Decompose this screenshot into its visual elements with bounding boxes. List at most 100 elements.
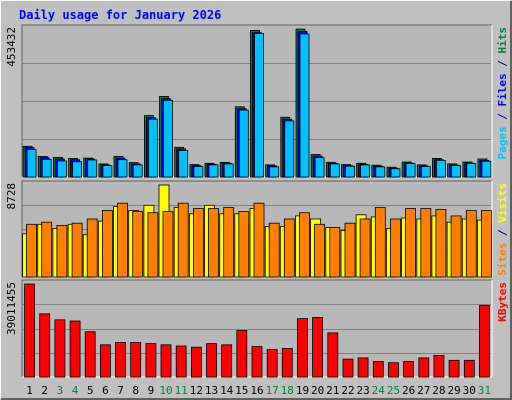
legend-part: Files — [496, 73, 509, 106]
panel-pages-files-hits: 453432 Pages / Files / Hits — [5, 24, 509, 178]
day-label: 15 — [235, 384, 248, 397]
bar-sites — [253, 202, 265, 278]
y-max-label: 8728 — [5, 183, 18, 210]
bar-sites — [405, 208, 417, 278]
bar-pages — [299, 33, 310, 178]
bar-sites — [359, 218, 371, 278]
series-sites — [26, 202, 492, 278]
bar-kbytes — [448, 359, 460, 378]
bar-pages — [345, 165, 355, 178]
bar-pages — [208, 164, 219, 178]
bar-kbytes — [160, 344, 172, 378]
bar-sites — [450, 215, 462, 278]
day-label: 22 — [341, 384, 354, 397]
bar-pages — [466, 163, 477, 178]
bar-sites — [56, 224, 68, 278]
day-label: 1 — [26, 384, 33, 397]
series-pages — [26, 33, 492, 178]
bar-kbytes — [478, 305, 490, 378]
bar-kbytes — [463, 359, 475, 378]
day-label: 8 — [132, 384, 139, 397]
bar-kbytes — [312, 316, 324, 378]
bar-pages — [193, 166, 204, 178]
bar-kbytes — [221, 344, 233, 378]
legend-part: Pages — [496, 126, 509, 159]
day-label: 29 — [447, 384, 460, 397]
legend-part: KBytes — [496, 282, 509, 322]
panel-kbytes: 39011455 KBytes — [5, 279, 509, 378]
bar-kbytes — [433, 355, 445, 378]
bar-pages — [314, 157, 325, 178]
bar-kbytes — [357, 357, 369, 378]
day-label: 10 — [159, 384, 172, 397]
bar-kbytes — [190, 346, 202, 378]
bar-kbytes — [39, 313, 51, 378]
bar-sites — [223, 206, 235, 278]
bar-pages — [405, 163, 416, 178]
day-label: 23 — [356, 384, 369, 397]
bar-sites — [420, 208, 432, 278]
side-legend: Sites / Visits — [496, 183, 509, 276]
day-labels: 1 2 3 4 5 6 7 8 9 10 11 12 13 14 15 16 17 18 19 20 21 22 23 24 2… — [26, 384, 491, 397]
bar-pages — [26, 149, 37, 178]
bar-sites — [208, 208, 219, 278]
day-label: 21 — [326, 384, 339, 397]
bar-sites — [117, 202, 128, 278]
bar-kbytes — [403, 361, 415, 378]
chart-title: Daily usage for January 2026 — [19, 8, 221, 22]
bar-kbytes — [251, 346, 263, 378]
day-label: 14 — [220, 384, 234, 397]
day-label: 13 — [205, 384, 218, 397]
bar-sites — [314, 223, 326, 278]
day-label: 18 — [281, 384, 294, 397]
day-label: 30 — [463, 384, 476, 397]
bar-pages — [481, 160, 492, 178]
legend-part: / — [496, 107, 509, 127]
bar-pages — [360, 164, 371, 178]
day-label: 17 — [266, 384, 279, 397]
bar-pages — [132, 164, 143, 178]
bar-pages — [451, 165, 462, 178]
bar-sites — [390, 218, 401, 278]
bar-pages — [435, 159, 446, 178]
bar-sites — [480, 210, 492, 278]
bar-kbytes — [206, 343, 217, 378]
bar-kbytes — [69, 320, 81, 378]
day-label: 31 — [478, 384, 491, 397]
plot-frame-dark — [21, 279, 492, 377]
bar-pages — [254, 33, 264, 178]
bar-sites — [102, 210, 113, 278]
bar-kbytes — [145, 343, 157, 378]
bar-kbytes — [115, 341, 126, 378]
bar-pages — [223, 163, 234, 178]
bar-pages — [41, 158, 52, 178]
bar-pages — [238, 109, 249, 178]
bar-kbytes — [418, 357, 430, 378]
bar-sites — [329, 227, 341, 278]
bar-kbytes — [130, 341, 142, 378]
bar-kbytes — [327, 332, 339, 378]
bar-sites — [283, 218, 295, 278]
bar-sites — [299, 212, 310, 278]
bar-pages — [102, 165, 113, 178]
legend-part: / — [496, 223, 509, 243]
day-label: 4 — [72, 384, 79, 397]
plot-frame-dark — [21, 24, 492, 177]
bar-pages — [57, 160, 67, 178]
bar-sites — [268, 222, 280, 278]
legend-part: Sites — [496, 243, 509, 276]
bar-sites — [132, 211, 144, 278]
bar-kbytes — [100, 344, 111, 378]
day-label: 2 — [41, 384, 48, 397]
legend-part: / — [496, 54, 509, 74]
series-kbytes — [24, 283, 490, 378]
day-label: 27 — [417, 384, 430, 397]
day-label: 24 — [372, 384, 386, 397]
bar-pages — [72, 161, 82, 178]
bar-kbytes — [266, 349, 278, 378]
bar-kbytes — [342, 358, 354, 378]
day-label: 16 — [250, 384, 263, 397]
y-max-label: 39011455 — [5, 282, 18, 335]
bar-pages — [163, 99, 173, 178]
